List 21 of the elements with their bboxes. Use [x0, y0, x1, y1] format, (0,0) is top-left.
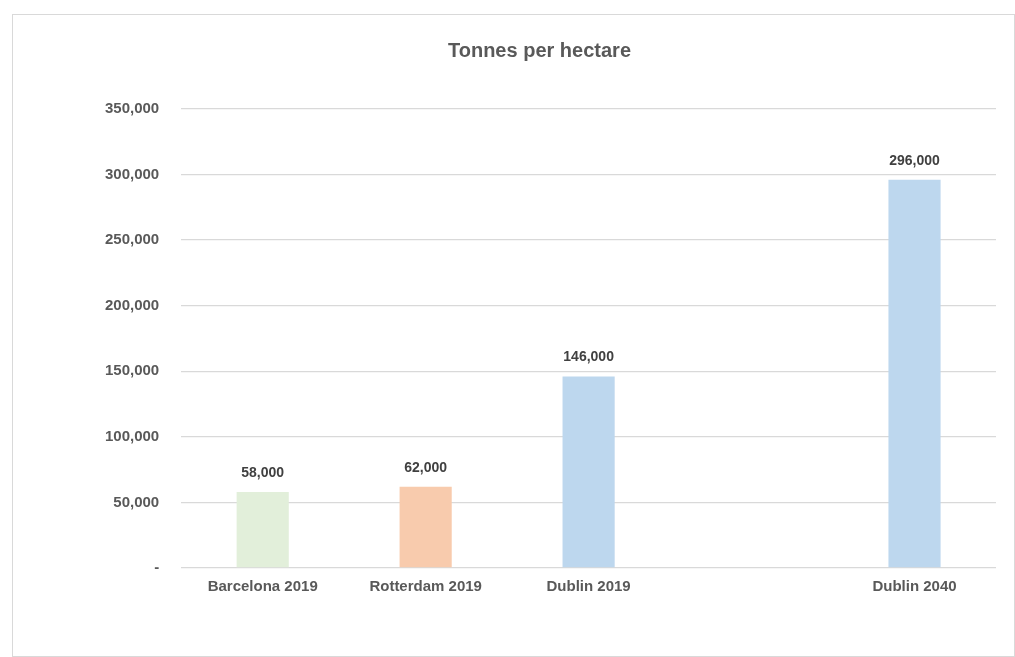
x-tick-label: Dublin 2019: [546, 577, 631, 595]
bar: [888, 179, 941, 568]
bar: [399, 486, 452, 568]
y-tick-label: 200,000: [104, 295, 160, 313]
y-tick-label: 350,000: [104, 99, 160, 117]
data-label: 62,000: [404, 458, 448, 475]
y-tick-label: 300,000: [104, 164, 160, 182]
y-tick-label: -: [154, 558, 160, 576]
x-tick-label: Barcelona 2019: [207, 577, 318, 595]
y-tick-label: 150,000: [104, 361, 160, 379]
bar: [562, 376, 615, 568]
y-tick-label: 100,000: [104, 427, 160, 444]
y-tick-label: 50,000: [113, 492, 160, 510]
x-tick-label: Rotterdam 2019: [369, 577, 482, 595]
data-label: 146,000: [563, 348, 615, 365]
x-tick-label: Dublin 2040: [872, 577, 957, 595]
bar: [236, 491, 289, 568]
y-tick-label: 250,000: [104, 230, 160, 248]
chart-title: Tonnes per hectare: [447, 38, 632, 61]
data-label: 296,000: [889, 151, 941, 168]
data-label: 58,000: [241, 463, 285, 480]
